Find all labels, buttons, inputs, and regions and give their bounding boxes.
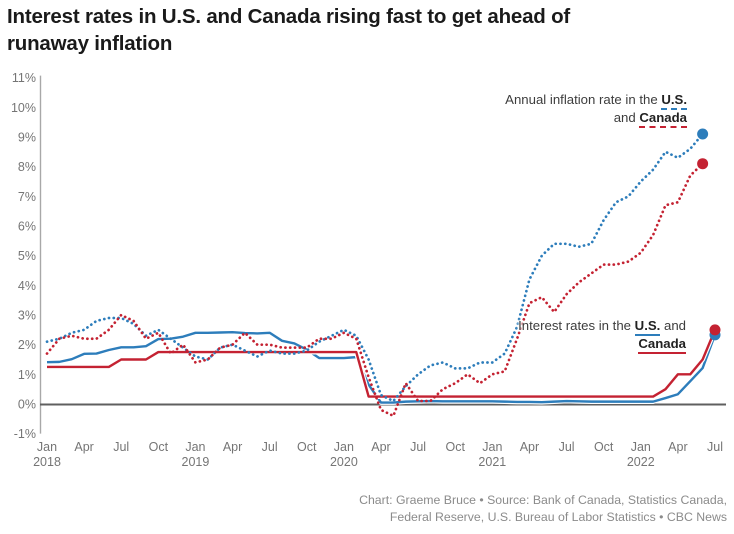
chart-credit-line1: Chart: Graeme Bruce • Source: Bank of Ca… [359, 493, 727, 507]
page-title-line1: Interest rates in U.S. and Canada rising… [7, 5, 571, 28]
x-tick-month-label: Jan [631, 440, 651, 454]
annotation-rates-canada-label: Canada [638, 335, 686, 354]
annotation-inflation-line2: and Canada [505, 109, 687, 128]
annotation-rates-text: Interest rates in the [518, 318, 635, 333]
canada-inflation-end-dot [697, 158, 709, 170]
y-tick-label: 11% [12, 71, 36, 85]
x-tick-year-label: 2022 [627, 455, 655, 469]
annotation-inflation-us-label: U.S. [661, 92, 687, 110]
annotation-rates-line1: Interest rates in the U.S. and [518, 317, 686, 336]
x-tick-year-label: 2021 [478, 455, 506, 469]
x-tick-month-label: Jul [410, 440, 426, 454]
x-tick-month-label: Apr [74, 440, 93, 454]
x-tick-month-label: Apr [520, 440, 539, 454]
x-tick-month-label: Jul [707, 440, 723, 454]
page-title: Interest rates in U.S. and Canada rising… [7, 4, 729, 57]
y-tick-label: 5% [18, 249, 36, 263]
y-tick-label: 8% [18, 160, 36, 174]
x-tick-month-label: Oct [149, 440, 169, 454]
y-tick-label: 2% [18, 338, 36, 352]
x-tick-month-label: Apr [223, 440, 242, 454]
x-tick-year-label: 2020 [330, 455, 358, 469]
annotation-rates-line2: Canada [518, 335, 686, 354]
x-tick-year-label: 2018 [33, 455, 61, 469]
page-title-line2: runaway inflation [7, 31, 173, 55]
annotation-inflation-text2: and [613, 109, 640, 125]
x-tick-month-label: Jan [334, 440, 354, 454]
y-tick-label: 7% [18, 190, 36, 204]
x-tick-month-label: Jan [185, 440, 205, 454]
y-tick-label: 6% [18, 219, 36, 233]
y-tick-label: 3% [18, 308, 36, 322]
annotation-rates-us-label: U.S. [634, 318, 661, 336]
annotation-rates-text2: and [660, 318, 686, 333]
x-tick-month-label: Apr [668, 440, 687, 454]
annotation-rates: Interest rates in the U.S. and Canada [518, 317, 686, 354]
x-tick-month-label: Jan [482, 440, 502, 454]
x-tick-month-label: Jul [262, 440, 278, 454]
us-inflation-end-dot [697, 128, 709, 140]
x-tick-month-label: Jan [37, 440, 57, 454]
x-tick-month-label: Oct [445, 440, 465, 454]
x-tick-month-label: Oct [594, 440, 614, 454]
x-tick-month-label: Jul [559, 440, 575, 454]
x-tick-month-label: Oct [297, 440, 317, 454]
annotation-inflation-text: Annual inflation rate in the [505, 92, 662, 107]
annotation-inflation-canada-label: Canada [639, 109, 687, 128]
annotation-inflation-line1: Annual inflation rate in the U.S. [505, 91, 687, 110]
x-tick-year-label: 2019 [182, 455, 210, 469]
y-tick-label: 4% [18, 279, 36, 293]
x-tick-month-label: Jul [113, 440, 129, 454]
chart-credit: Chart: Graeme Bruce • Source: Bank of Ca… [359, 492, 727, 526]
chart-credit-line2: Federal Reserve, U.S. Bureau of Labor St… [389, 510, 727, 524]
y-tick-label: -1% [14, 427, 36, 441]
canada-interest-rate-end-dot [709, 324, 721, 336]
canada-inflation-line [45, 162, 704, 418]
x-tick-month-label: Apr [371, 440, 390, 454]
y-tick-label: 10% [11, 101, 36, 115]
us-interest-rate-line [46, 331, 717, 404]
y-tick-label: 1% [18, 368, 36, 382]
y-tick-label: 0% [18, 398, 36, 412]
us-inflation-line [45, 132, 704, 403]
y-tick-label: 9% [18, 130, 36, 144]
annotation-inflation: Annual inflation rate in the U.S. and Ca… [505, 91, 687, 128]
